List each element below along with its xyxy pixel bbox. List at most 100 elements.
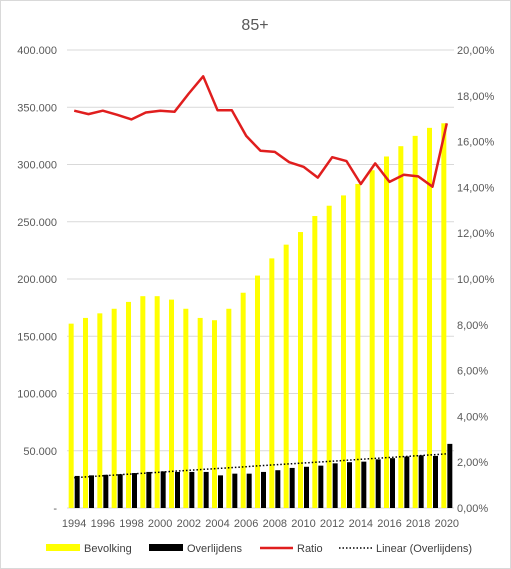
left-tick-label: 50.000: [23, 446, 57, 458]
bar-overlijdens: [89, 475, 94, 508]
right-tick-label: 14,00%: [457, 182, 495, 194]
bar-overlijdens: [433, 455, 438, 508]
bar-bevolking: [140, 296, 146, 508]
legend-item-overlijdens: Overlijdens: [149, 543, 243, 555]
bar-overlijdens: [418, 455, 424, 508]
x-tick-label: 2000: [148, 518, 172, 530]
lines: [73, 75, 449, 479]
bar-bevolking: [341, 195, 346, 509]
bar-overlijdens: [375, 459, 381, 508]
legend-label-linear: Linear (Overlijdens): [376, 543, 472, 555]
bar-bevolking: [197, 317, 203, 508]
right-tick-label: 2,00%: [457, 457, 488, 469]
trendline-overlijdens: [74, 453, 447, 479]
bar-overlijdens: [103, 474, 109, 508]
legend-item-ratio: Ratio: [260, 543, 323, 555]
x-tick-label: 2012: [320, 518, 344, 530]
legend: Bevolking Overlijdens Ratio Linear (Over…: [46, 543, 472, 555]
bar-bevolking: [68, 323, 74, 508]
right-tick-label: 0,00%: [457, 503, 488, 515]
bar-overlijdens: [232, 473, 238, 508]
bar-overlijdens: [261, 471, 266, 508]
x-tick-label: 2008: [263, 518, 287, 530]
bar-overlijdens: [447, 443, 453, 508]
bar-bevolking: [269, 258, 275, 508]
bar-overlijdens: [218, 475, 223, 508]
x-tick-label: 2018: [406, 518, 430, 530]
left-tick-label: 350.000: [17, 102, 57, 114]
bar-bevolking: [427, 127, 432, 509]
x-tick-label: 2020: [435, 518, 459, 530]
bar-bevolking: [111, 308, 117, 508]
right-tick-label: 6,00%: [457, 366, 488, 378]
x-tick-label: 2014: [349, 518, 373, 530]
x-tick-label: 1998: [119, 518, 143, 530]
bar-overlijdens: [74, 475, 80, 508]
bar-overlijdens: [189, 471, 195, 508]
left-axis-ticks: - 50.000 100.000 150.000 200.000 250.000 300.0…: [17, 45, 57, 515]
left-tick-label: 250.000: [17, 217, 57, 229]
bar-overlijdens: [332, 463, 338, 508]
left-tick-label: 400.000: [17, 45, 57, 57]
right-tick-label: 16,00%: [457, 137, 495, 149]
line-ratio: [73, 75, 449, 188]
bar-bevolking: [283, 244, 289, 508]
legend-item-bevolking: Bevolking: [46, 543, 132, 555]
legend-swatch-overlijdens: [149, 544, 183, 551]
bar-bevolking: [412, 135, 418, 508]
bar-overlijdens: [132, 473, 137, 508]
bar-overlijdens: [246, 473, 252, 508]
bar-bevolking: [355, 183, 361, 508]
bar-overlijdens: [146, 471, 152, 508]
bar-overlijdens: [318, 465, 324, 508]
x-tick-label: 2002: [177, 518, 201, 530]
bar-bevolking: [369, 170, 375, 508]
bar-overlijdens: [175, 471, 180, 508]
bar-bevolking: [154, 296, 160, 508]
x-tick-label: 1996: [91, 518, 115, 530]
left-tick-label: 200.000: [17, 274, 57, 286]
legend-label-overlijdens: Overlijdens: [187, 543, 243, 555]
bars: [68, 123, 453, 509]
left-tick-label: 150.000: [17, 331, 57, 343]
legend-swatch-bevolking: [46, 544, 80, 551]
bar-overlijdens: [160, 471, 166, 508]
bar-overlijdens: [347, 462, 352, 508]
x-tick-label: 2004: [205, 518, 229, 530]
right-tick-label: 4,00%: [457, 411, 488, 423]
bar-bevolking: [183, 308, 189, 508]
bar-bevolking: [326, 205, 332, 508]
gridlines: [67, 49, 454, 509]
bar-overlijdens: [390, 458, 395, 508]
legend-item-linear: Linear (Overlijdens): [339, 543, 472, 555]
bar-overlijdens: [117, 474, 123, 508]
bar-bevolking: [240, 292, 246, 508]
bar-bevolking: [384, 156, 389, 509]
bar-bevolking: [255, 275, 260, 508]
bar-overlijdens: [289, 467, 295, 508]
right-tick-label: 18,00%: [457, 91, 495, 103]
bar-bevolking: [126, 301, 131, 508]
x-tick-label: 2010: [291, 518, 315, 530]
x-tick-label: 2006: [234, 518, 258, 530]
bar-bevolking: [169, 299, 174, 508]
right-axis-ticks: 0,00% 2,00% 4,00% 6,00% 8,00% 10,00% 12,00% 14,…: [457, 45, 495, 515]
legend-label-bevolking: Bevolking: [84, 543, 132, 555]
x-tick-label: 2016: [377, 518, 401, 530]
left-tick-label: 300.000: [17, 160, 57, 172]
bar-bevolking: [398, 146, 404, 508]
bar-bevolking: [298, 232, 303, 508]
bar-overlijdens: [304, 466, 309, 508]
left-tick-label: 100.000: [17, 389, 57, 401]
bar-overlijdens: [275, 470, 281, 508]
right-tick-label: 12,00%: [457, 228, 495, 240]
bar-overlijdens: [203, 471, 209, 508]
right-tick-label: 10,00%: [457, 274, 495, 286]
chart-title: 85+: [241, 17, 268, 34]
bar-bevolking: [441, 123, 447, 508]
x-axis-ticks: 1994 1996 1998 2000 2002 2004 2006 2008 2010 2012…: [62, 518, 459, 530]
right-tick-label: 20,00%: [457, 45, 495, 57]
bar-overlijdens: [404, 456, 410, 508]
